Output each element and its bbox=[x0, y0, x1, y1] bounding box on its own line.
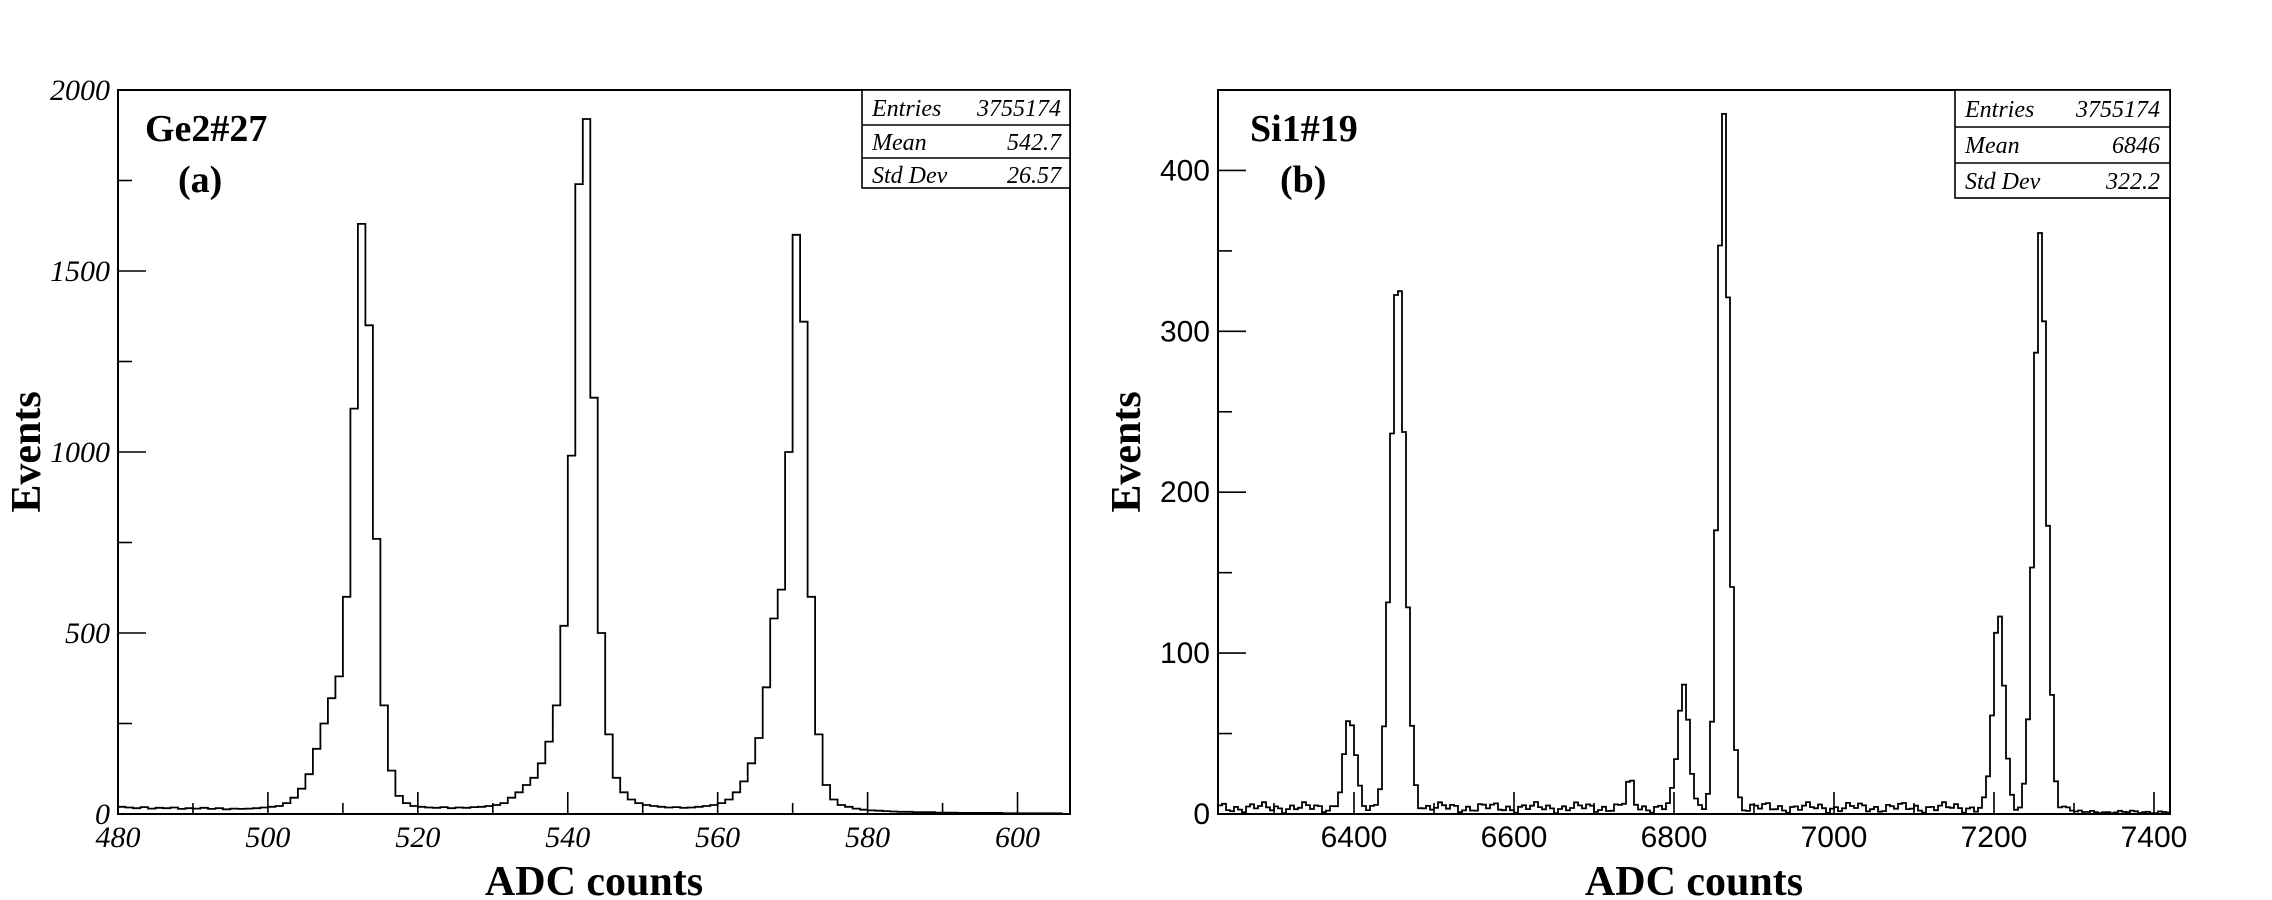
panel-a-x-tick-label: 560 bbox=[695, 821, 740, 854]
panel-a-x-tick-label: 540 bbox=[545, 821, 590, 854]
panel-a-y-tick-label: 2000 bbox=[50, 74, 110, 107]
panel-b-x-tick-label: 7000 bbox=[1801, 821, 1868, 854]
panel-b-xlabel: ADC counts bbox=[1585, 859, 1803, 900]
panel-a-stats-mean-value: 542.7 bbox=[1007, 130, 1062, 156]
panel-b-stats-entries-value: 3755174 bbox=[2075, 97, 2160, 123]
panel-a-x-tick-label: 580 bbox=[845, 821, 890, 854]
panel-b-y-tick-label: 400 bbox=[1160, 154, 1210, 187]
panel-b-y-tick-label: 300 bbox=[1160, 315, 1210, 348]
panel-a-stats-mean-label: Mean bbox=[871, 130, 927, 156]
panel-a-ticks bbox=[117, 89, 1019, 815]
panel-a-x-tick-label: 500 bbox=[245, 821, 290, 854]
panel-b-x-tick-label: 6800 bbox=[1641, 821, 1708, 854]
panel-a-stats-stddev-label: Std Dev bbox=[872, 163, 948, 189]
panel-a-label: (a) bbox=[178, 159, 222, 201]
panel-a-y-tick-label: 1000 bbox=[50, 436, 110, 469]
panel-b-chart: 6400 6600 6800 7000 7200 7400 0 100 200 300 400 AD… bbox=[1104, 89, 2187, 900]
panel-b-frame bbox=[1217, 89, 2171, 815]
panel-b-x-tick-label: 7400 bbox=[2121, 821, 2188, 854]
panel-a-title: Ge2#27 bbox=[145, 108, 267, 150]
panel-b-y-tick-label: 0 bbox=[1193, 798, 1210, 831]
panel-a-chart: 480 500 520 540 560 580 600 0 500 1000 1500 2000 AD… bbox=[4, 74, 1071, 900]
panel-b-stats-mean-value: 6846 bbox=[2112, 133, 2160, 159]
panel-a-stats-entries-label: Entries bbox=[871, 96, 941, 122]
panel-b-y-tick-label: 200 bbox=[1160, 476, 1210, 509]
panel-b-label: (b) bbox=[1280, 159, 1326, 201]
panel-b-stats-stddev-value: 322.2 bbox=[2105, 169, 2160, 195]
panel-b-ylabel: Events bbox=[1104, 391, 1150, 512]
panel-b-y-tick-label: 100 bbox=[1160, 637, 1210, 670]
panel-a-y-tick-label: 1500 bbox=[50, 255, 110, 288]
panel-b-x-tick-label: 6400 bbox=[1321, 821, 1388, 854]
panel-a-histogram-line bbox=[118, 118, 1063, 815]
panel-b-histogram-line bbox=[1218, 113, 2170, 815]
panel-a-ylabel: Events bbox=[4, 391, 50, 512]
panel-a-x-tick-label: 520 bbox=[395, 821, 440, 854]
panel-b-stats-entries-label: Entries bbox=[1964, 97, 2034, 123]
panel-a-stats-box: Entries 3755174 Mean 542.7 Std Dev 26.57 bbox=[861, 89, 1071, 189]
panel-b-title: Si1#19 bbox=[1250, 108, 1358, 150]
panel-a-xlabel: ADC counts bbox=[485, 859, 703, 900]
panel-a-x-tick-label: 480 bbox=[96, 821, 141, 854]
panel-b-ticks bbox=[1218, 89, 2155, 815]
panel-a-x-tick-label: 600 bbox=[995, 821, 1040, 854]
panel-a-frame bbox=[117, 89, 1071, 815]
panel-a-tick-labels: 480 500 520 540 560 580 600 0 500 1000 1500 2000 bbox=[50, 74, 1040, 854]
panel-a-y-tick-label: 500 bbox=[65, 617, 110, 650]
panel-b-x-tick-label: 6600 bbox=[1481, 821, 1548, 854]
panel-a-stats-stddev-value: 26.57 bbox=[1007, 163, 1062, 189]
panel-b-stats-box: Entries 3755174 Mean 6846 Std Dev 322.2 bbox=[1954, 89, 2171, 199]
panel-b-x-tick-label: 7200 bbox=[1961, 821, 2028, 854]
panel-a-y-tick-label: 0 bbox=[95, 798, 110, 831]
panel-b-stats-mean-label: Mean bbox=[1964, 133, 2020, 159]
panel-b-stats-stddev-label: Std Dev bbox=[1965, 169, 2041, 195]
panel-b-tick-labels: 6400 6600 6800 7000 7200 7400 0 100 200 300 400 bbox=[1160, 154, 2187, 854]
panel-a-stats-entries-value: 3755174 bbox=[976, 96, 1061, 122]
